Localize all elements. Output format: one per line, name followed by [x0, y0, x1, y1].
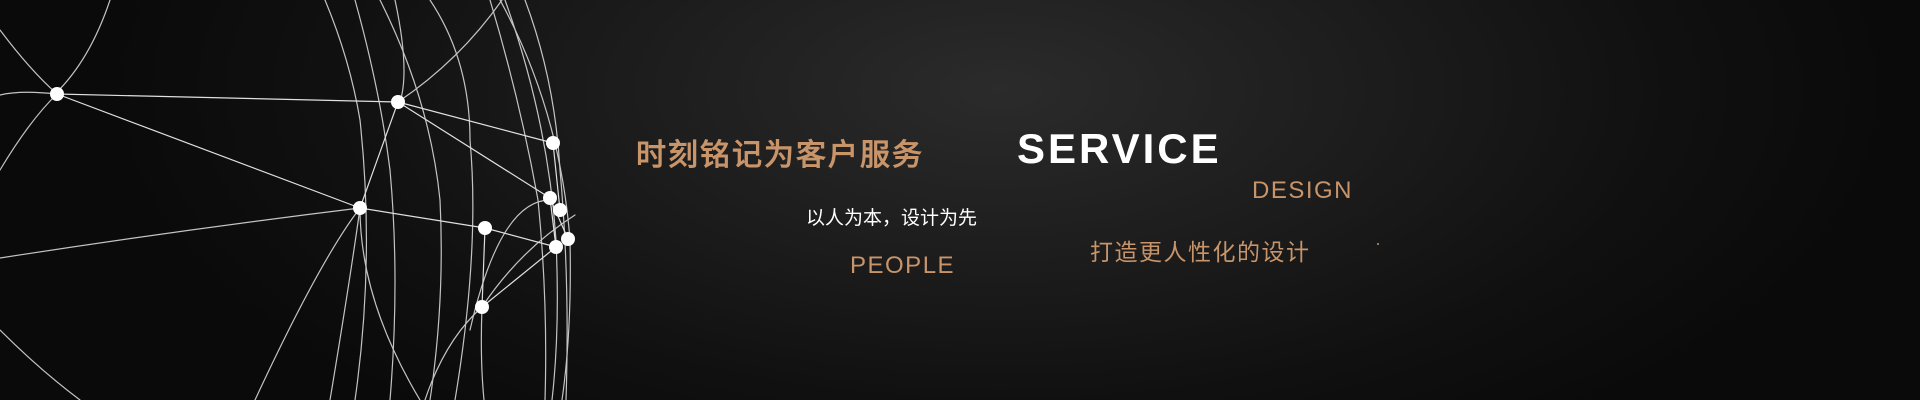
humanized-design-tagline: 打造更人性化的设计 [1090, 240, 1311, 266]
people-first-tagline: 以人为本，设计为先 [806, 207, 978, 229]
service-title: SERVICE [1017, 125, 1222, 172]
slogan-heading: 时刻铭记为客户服务 [636, 138, 924, 173]
design-label: DESIGN [1252, 177, 1354, 204]
people-label: PEOPLE [850, 252, 956, 279]
accent-dot [1377, 243, 1379, 245]
wireframe-globe-illustration [0, 0, 576, 400]
